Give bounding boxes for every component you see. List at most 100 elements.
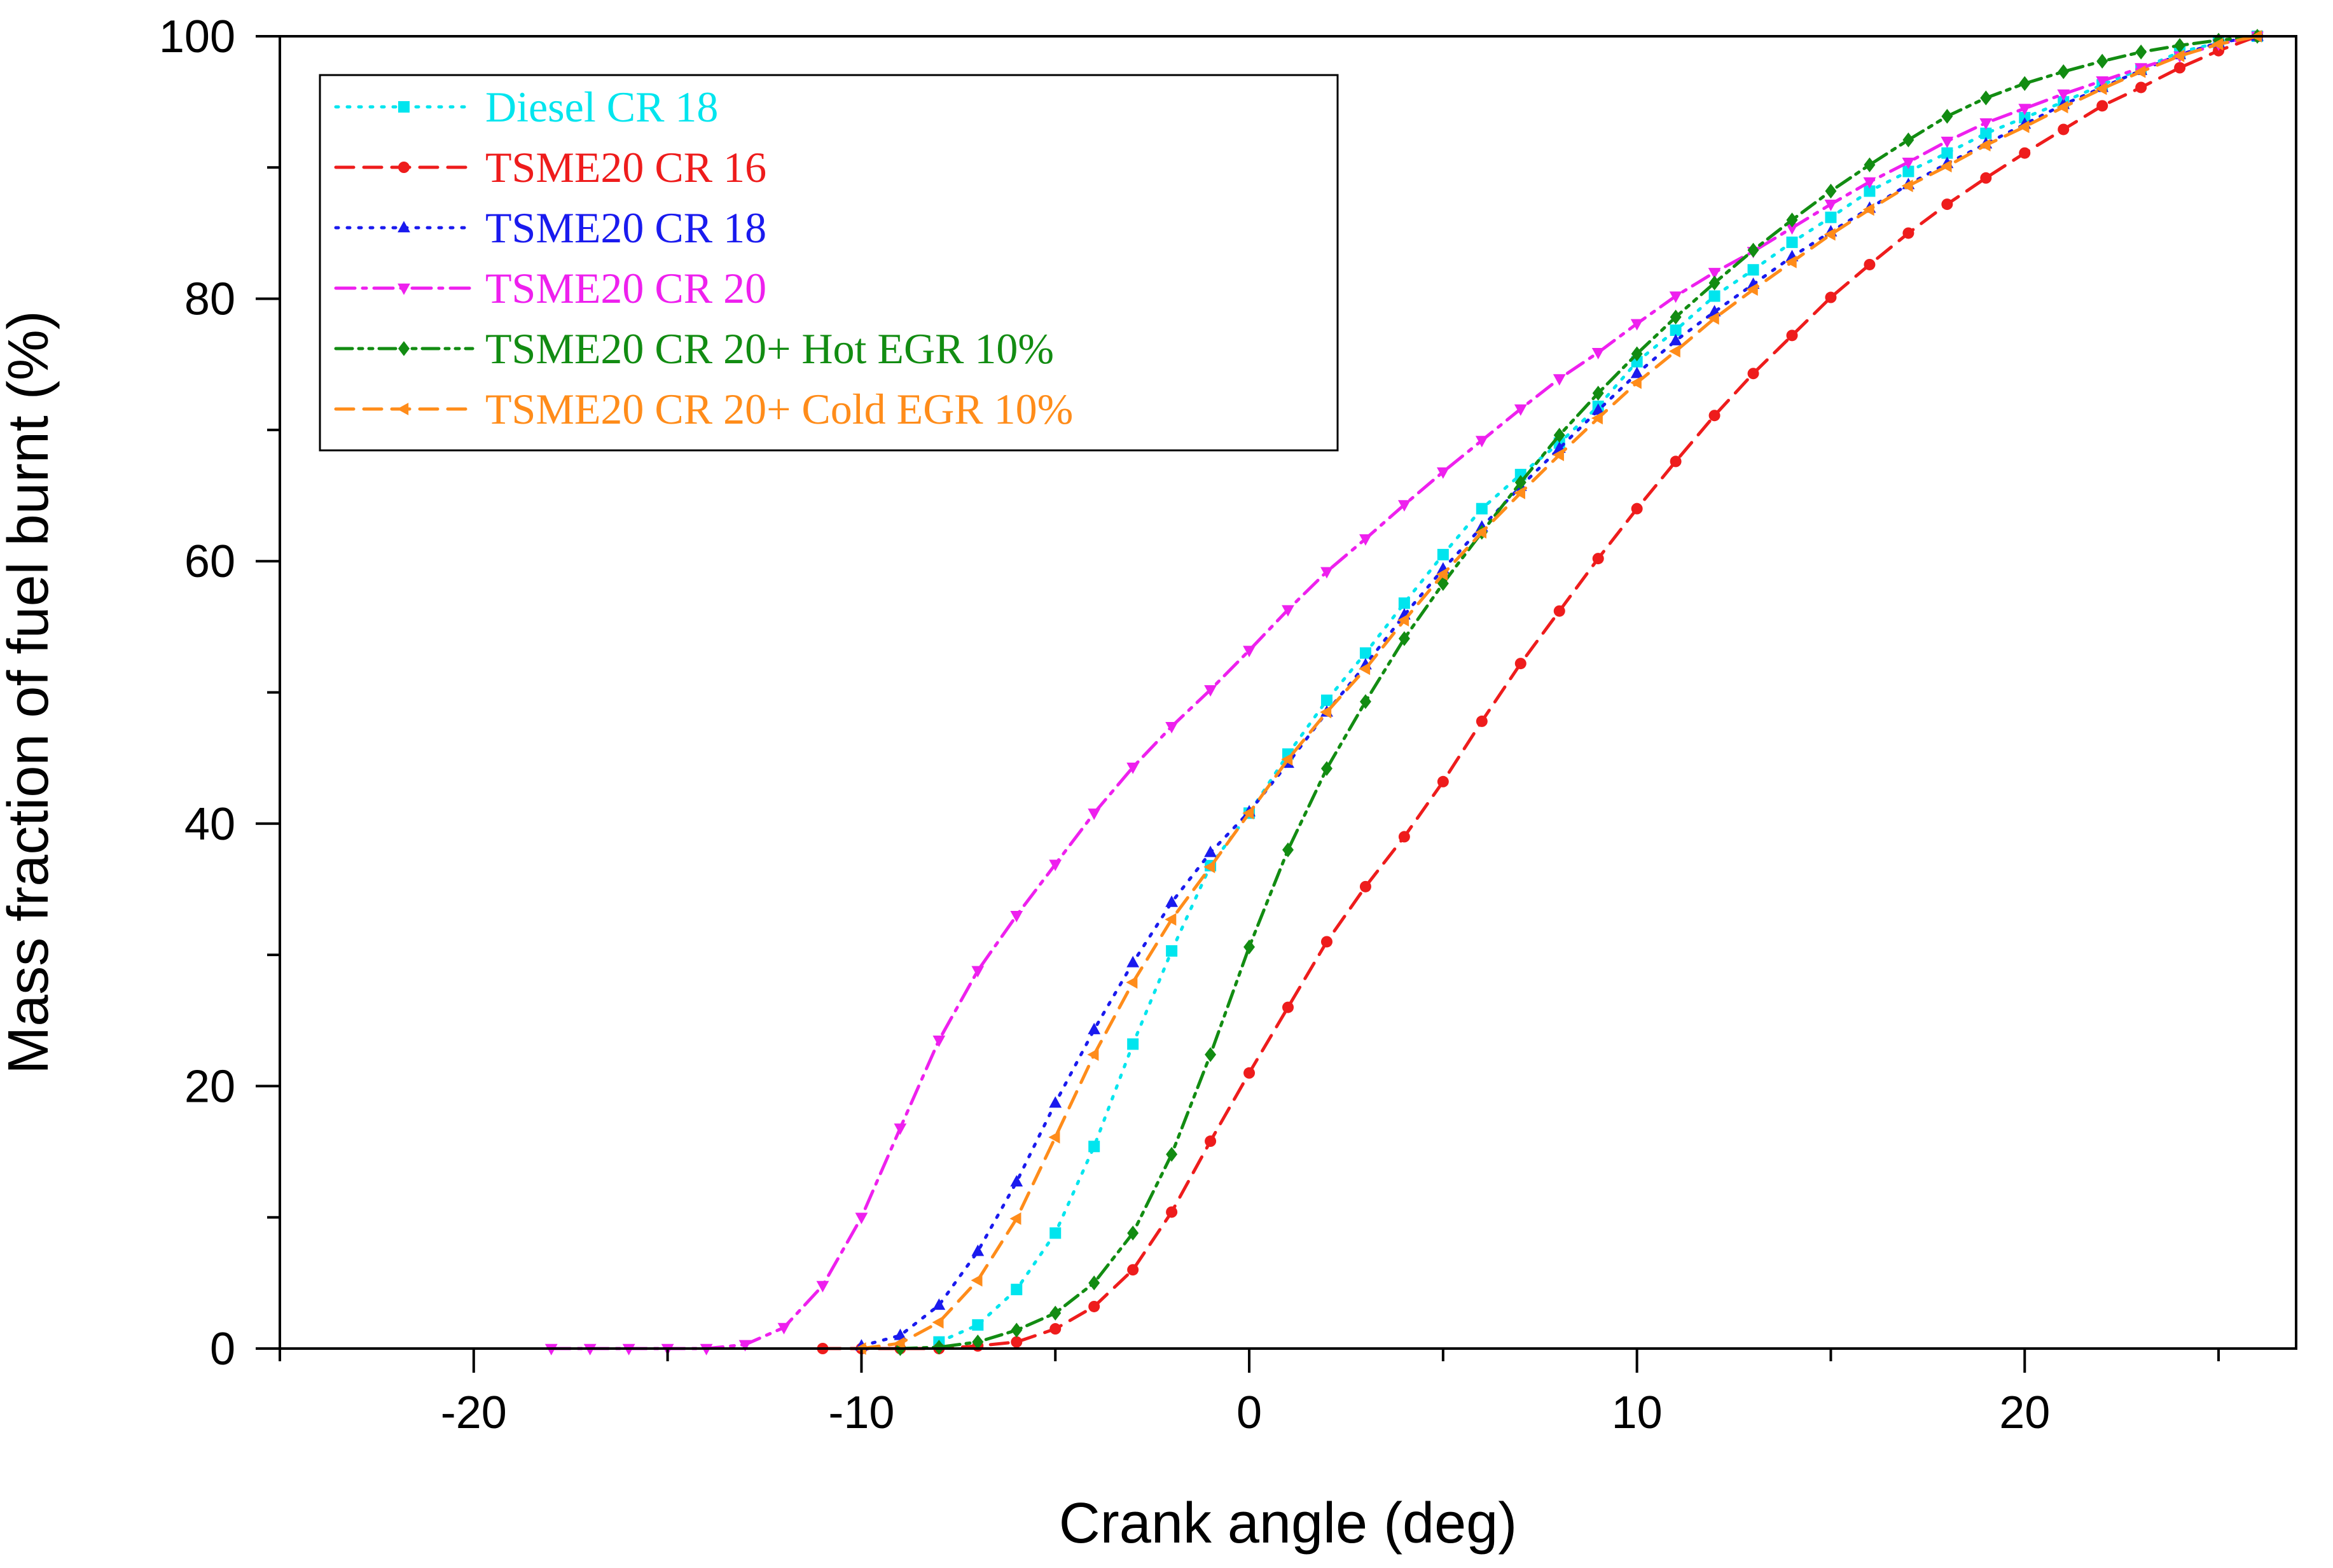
legend-label: TSME20 CR 20+ Cold EGR 10% [485,385,1073,433]
data-point [1864,258,1876,270]
data-point [2056,101,2068,114]
y-tick-label: 40 [184,799,235,850]
data-point [1670,324,1682,336]
data-point [932,1298,946,1310]
legend-entry: TSME20 CR 18 [334,204,766,252]
data-point [1320,705,1332,719]
data-point [1011,1284,1023,1296]
data-point [1980,90,1992,106]
data-point [1126,976,1138,989]
data-point [1514,404,1527,416]
data-point [1282,605,1294,617]
data-point [1707,312,1719,325]
data-point [932,1315,944,1329]
data-point [2095,82,2107,95]
data-point [1281,753,1293,766]
legend-marker [398,283,410,295]
data-point [1979,118,1993,130]
data-point [972,1334,984,1350]
data-point [1940,160,1952,173]
data-point [2057,89,2070,101]
data-point [1320,694,1333,706]
data-point [1165,721,1179,733]
data-point [1786,236,1798,248]
legend-marker [398,341,410,356]
data-point [1398,631,1410,646]
data-point [1165,895,1179,907]
legend-entry: Diesel CR 18 [334,83,718,131]
data-point [1902,132,1914,148]
data-point [1320,936,1333,948]
data-point [1203,860,1215,873]
axes: -20 -10 0 10 20 0 20 40 60 80 100 [159,11,2297,1438]
data-point [893,1336,905,1350]
data-point [1552,448,1564,461]
data-point [2058,123,2070,135]
data-point [1359,662,1371,676]
data-point [1514,658,1526,670]
legend-label: Diesel CR 18 [485,83,718,131]
data-point [933,1340,945,1355]
x-tick-label: -20 [441,1387,507,1438]
data-point [1243,940,1256,955]
data-point [1941,198,1953,211]
data-point [894,1123,907,1135]
data-point [1513,487,1525,499]
data-point [1708,275,1720,291]
data-point [1088,1022,1101,1034]
data-point [1631,346,1643,361]
plot-area [544,29,2264,1356]
data-point [1592,385,1604,401]
data-point [1242,807,1254,820]
legend-entry: TSME20 CR 20+ Cold EGR 10% [334,385,1073,433]
data-point [1397,614,1409,627]
data-point [1553,427,1565,443]
data-point [1747,264,1759,276]
data-point [1591,403,1605,415]
data-point [1786,212,1798,228]
data-point [1087,1048,1099,1061]
data-point [1126,955,1140,968]
data-point [1708,268,1721,280]
data-point [1205,1135,1217,1148]
data-point [1825,183,1837,199]
data-point [1786,330,1798,342]
legend-label: TSME20 CR 16 [485,143,766,191]
data-point [1049,1305,1062,1321]
data-point [1398,597,1410,609]
series-line [821,34,2259,1350]
data-point [2096,53,2108,69]
data-point [1166,945,1178,957]
legend-entry: TSME20 CR 20+ Hot EGR 10% [334,324,1054,373]
data-point [1010,1175,1023,1187]
legend-entry: TSME20 CR 20 [334,264,766,312]
data-point [1746,283,1758,296]
data-point [1282,842,1294,857]
data-point [2174,38,2186,53]
data-point [1320,567,1333,579]
data-point [1747,242,1759,258]
data-point [1979,139,1991,152]
data-point [1553,374,1566,386]
data-point [2019,147,2031,159]
data-point [1631,503,1643,515]
data-point [1668,345,1680,358]
legend: Diesel CR 18 TSME20 CR 16 TSME20 CR 18 TSME… [319,74,1339,452]
data-point [2213,32,2225,48]
data-point [1670,309,1682,325]
legend-entry: TSME20 CR 16 [334,143,766,191]
data-point [1049,859,1062,871]
data-point [1282,1001,1294,1013]
data-point [1010,911,1023,923]
data-point [1902,227,1914,239]
data-point [1436,567,1448,581]
x-tick-label: 0 [1236,1387,1262,1438]
data-point [1864,185,1876,197]
series-line [937,34,2259,1344]
data-point [1205,1047,1217,1062]
data-point [1514,475,1526,490]
data-point [1591,347,1605,359]
data-point [1980,172,1992,184]
data-point [1049,1096,1062,1108]
